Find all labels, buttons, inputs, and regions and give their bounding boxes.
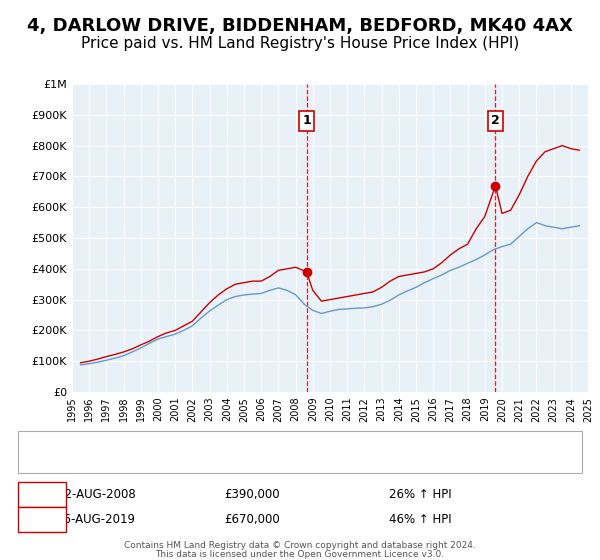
Text: 1: 1 (38, 488, 46, 501)
Text: 16-AUG-2019: 16-AUG-2019 (56, 513, 136, 526)
Text: 1: 1 (302, 114, 311, 128)
Text: 2: 2 (38, 513, 46, 526)
Text: HPI: Average price, detached house, Bedford: HPI: Average price, detached house, Bedf… (69, 454, 303, 464)
Text: 22-AUG-2008: 22-AUG-2008 (56, 488, 136, 501)
Text: Contains HM Land Registry data © Crown copyright and database right 2024.: Contains HM Land Registry data © Crown c… (124, 542, 476, 550)
Text: 4, DARLOW DRIVE, BIDDENHAM, BEDFORD, MK40 4AX: 4, DARLOW DRIVE, BIDDENHAM, BEDFORD, MK4… (27, 17, 573, 35)
Text: This data is licensed under the Open Government Licence v3.0.: This data is licensed under the Open Gov… (155, 550, 445, 559)
Text: HPI: Average price, detached house, Bedford: HPI: Average price, detached house, Bedf… (66, 446, 300, 456)
Text: —: — (38, 441, 58, 460)
Text: 26% ↑ HPI: 26% ↑ HPI (389, 488, 451, 501)
Text: —: — (38, 430, 58, 449)
Text: 4, DARLOW DRIVE, BIDDENHAM, BEDFORD, MK40 4AX (detached house): 4, DARLOW DRIVE, BIDDENHAM, BEDFORD, MK4… (69, 440, 446, 450)
Text: £670,000: £670,000 (224, 513, 280, 526)
Text: 4, DARLOW DRIVE, BIDDENHAM, BEDFORD, MK40 4AX (detached house): 4, DARLOW DRIVE, BIDDENHAM, BEDFORD, MK4… (66, 435, 443, 445)
Text: ——: —— (39, 438, 64, 452)
Text: 46% ↑ HPI: 46% ↑ HPI (389, 513, 451, 526)
Text: 2: 2 (491, 114, 500, 128)
Text: Price paid vs. HM Land Registry's House Price Index (HPI): Price paid vs. HM Land Registry's House … (81, 36, 519, 52)
Text: £390,000: £390,000 (224, 488, 280, 501)
Text: ——: —— (39, 452, 64, 466)
